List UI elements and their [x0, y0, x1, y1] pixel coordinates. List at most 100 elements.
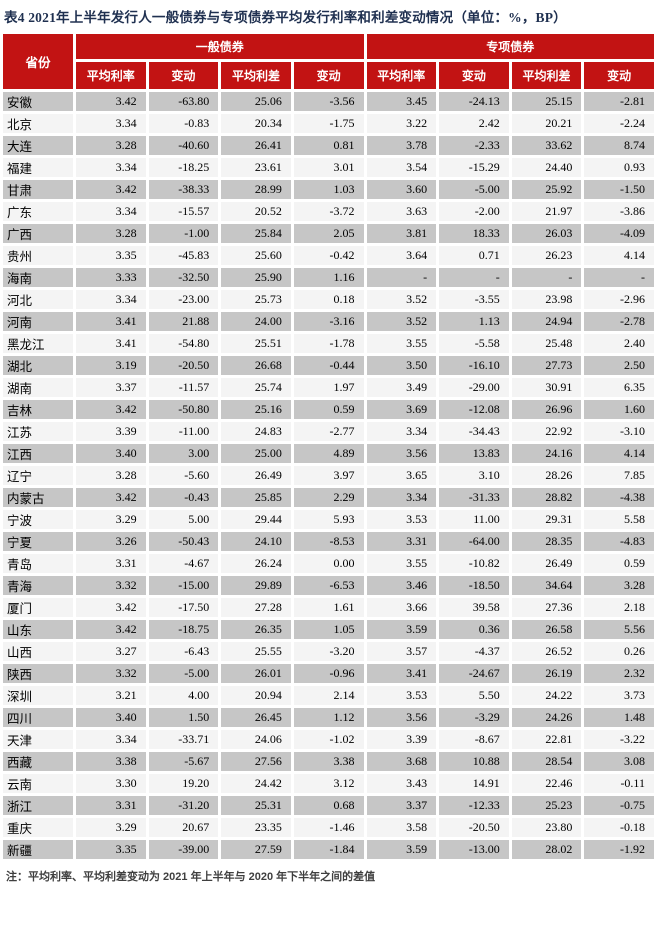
value-cell-general-spread-change: -0.96 — [290, 661, 367, 686]
value-cell-general-rate-change: -20.50 — [145, 353, 222, 378]
value-cell-general-spread-change: 3.97 — [290, 463, 367, 488]
value-cell-special-avg-spread: 24.22 — [508, 683, 585, 708]
value-cell-special-rate-change: -16.10 — [436, 353, 512, 378]
value-cell-special-rate-change: 39.58 — [436, 595, 512, 620]
table-row: 辽宁 3.28 -5.60 26.49 3.97 3.65 3.10 28.26… — [0, 463, 657, 488]
province-cell: 广西 — [0, 221, 76, 246]
value-cell-general-spread-change: 1.16 — [290, 265, 367, 290]
table-row: 山西 3.27 -6.43 25.55 -3.20 3.57 -4.37 26.… — [0, 639, 657, 664]
value-cell-general-spread-change: -3.16 — [290, 309, 367, 334]
value-cell-special-rate-change: -3.55 — [436, 287, 512, 312]
value-cell-general-spread-change: -8.53 — [290, 529, 367, 554]
table-body: 安徽 3.42 -63.80 25.06 -3.56 3.45 -24.13 2… — [0, 89, 657, 862]
value-cell-special-rate-change: 14.91 — [436, 771, 512, 796]
value-cell-general-spread-change: 5.93 — [290, 507, 367, 532]
value-cell-general-avg-spread: 26.49 — [218, 463, 294, 488]
value-cell-general-rate-change: -63.80 — [145, 89, 222, 114]
province-cell: 甘肃 — [0, 177, 76, 202]
value-cell-special-avg-rate: 3.53 — [363, 683, 440, 708]
value-cell-special-spread-change: 5.58 — [581, 507, 657, 532]
value-cell-general-avg-rate: 3.35 — [73, 243, 149, 268]
value-cell-general-spread-change: -2.77 — [290, 419, 367, 444]
value-cell-special-avg-rate: 3.53 — [363, 507, 440, 532]
value-cell-special-avg-rate: 3.81 — [363, 221, 440, 246]
value-cell-special-avg-spread: 26.52 — [508, 639, 585, 664]
value-cell-special-rate-change: -24.67 — [436, 661, 512, 686]
value-cell-special-spread-change: 2.32 — [581, 661, 657, 686]
province-cell: 厦门 — [0, 595, 76, 620]
value-cell-general-rate-change: 19.20 — [145, 771, 222, 796]
value-cell-special-avg-spread: 22.46 — [508, 771, 585, 796]
value-cell-special-rate-change: -2.33 — [436, 133, 512, 158]
value-cell-special-avg-rate: 3.43 — [363, 771, 440, 796]
value-cell-general-avg-rate: 3.34 — [73, 287, 149, 312]
value-cell-special-rate-change: -20.50 — [436, 815, 512, 840]
value-cell-special-avg-spread: 28.54 — [508, 749, 585, 774]
value-cell-general-rate-change: -11.57 — [145, 375, 222, 400]
value-cell-general-avg-rate: 3.37 — [73, 375, 149, 400]
header-sub-row: 平均利率 变动 平均利差 变动 平均利率 变动 平均利差 变动 — [2, 59, 657, 92]
value-cell-general-rate-change: -17.50 — [145, 595, 222, 620]
province-cell: 海南 — [0, 265, 76, 290]
subheader-general-rate-change: 变动 — [145, 59, 222, 92]
value-cell-general-avg-rate: 3.34 — [73, 199, 149, 224]
value-cell-special-avg-rate: 3.56 — [363, 441, 440, 466]
value-cell-special-rate-change: -4.37 — [436, 639, 512, 664]
value-cell-general-avg-spread: 26.68 — [218, 353, 294, 378]
value-cell-special-avg-spread: 26.03 — [508, 221, 585, 246]
value-cell-general-avg-spread: 25.55 — [218, 639, 294, 664]
value-cell-general-rate-change: -39.00 — [145, 837, 222, 862]
value-cell-general-avg-rate: 3.28 — [73, 133, 149, 158]
value-cell-general-rate-change: -18.25 — [145, 155, 222, 180]
value-cell-special-avg-spread: 28.02 — [508, 837, 585, 862]
value-cell-general-avg-spread: 26.45 — [218, 705, 294, 730]
province-cell: 贵州 — [0, 243, 76, 268]
value-cell-general-spread-change: -1.46 — [290, 815, 367, 840]
value-cell-special-rate-change: -29.00 — [436, 375, 512, 400]
value-cell-special-avg-rate: 3.58 — [363, 815, 440, 840]
value-cell-general-rate-change: -4.67 — [145, 551, 222, 576]
table-row: 浙江 3.31 -31.20 25.31 0.68 3.37 -12.33 25… — [0, 793, 657, 818]
province-cell: 辽宁 — [0, 463, 76, 488]
value-cell-general-rate-change: 4.00 — [145, 683, 222, 708]
value-cell-special-avg-rate: 3.66 — [363, 595, 440, 620]
province-cell: 西藏 — [0, 749, 76, 774]
table-row: 江苏 3.39 -11.00 24.83 -2.77 3.34 -34.43 2… — [0, 419, 657, 444]
value-cell-general-spread-change: 3.12 — [290, 771, 367, 796]
value-cell-general-avg-spread: 27.56 — [218, 749, 294, 774]
value-cell-special-avg-spread: 28.35 — [508, 529, 585, 554]
value-cell-general-avg-rate: 3.28 — [73, 463, 149, 488]
value-cell-general-avg-rate: 3.41 — [73, 331, 149, 356]
value-cell-special-avg-rate: 3.34 — [363, 485, 440, 510]
header-group-row: 省份 一般债券 专项债券 — [0, 31, 657, 92]
value-cell-general-avg-spread: 25.00 — [218, 441, 294, 466]
table-title: 表4 2021年上半年发行人一般债券与专项债券平均发行利率和利差变动情况（单位：… — [4, 10, 567, 25]
value-cell-special-rate-change: 18.33 — [436, 221, 512, 246]
value-cell-general-avg-rate: 3.29 — [73, 815, 149, 840]
value-cell-general-avg-spread: 27.28 — [218, 595, 294, 620]
value-cell-general-avg-spread: 24.06 — [218, 727, 294, 752]
value-cell-general-avg-spread: 25.74 — [218, 375, 294, 400]
value-cell-general-spread-change: 2.14 — [290, 683, 367, 708]
value-cell-general-avg-rate: 3.40 — [73, 705, 149, 730]
value-cell-special-spread-change: -3.10 — [581, 419, 657, 444]
value-cell-special-avg-spread: 24.26 — [508, 705, 585, 730]
table-row: 河北 3.34 -23.00 25.73 0.18 3.52 -3.55 23.… — [0, 287, 657, 312]
table-row: 新疆 3.35 -39.00 27.59 -1.84 3.59 -13.00 2… — [0, 837, 657, 862]
value-cell-special-avg-spread: 33.62 — [508, 133, 585, 158]
province-cell: 江苏 — [0, 419, 76, 444]
value-cell-general-avg-spread: 27.59 — [218, 837, 294, 862]
value-cell-special-avg-rate: 3.45 — [363, 89, 440, 114]
value-cell-general-spread-change: 3.01 — [290, 155, 367, 180]
value-cell-general-avg-rate: 3.28 — [73, 221, 149, 246]
value-cell-general-avg-rate: 3.32 — [73, 661, 149, 686]
value-cell-general-avg-spread: 24.42 — [218, 771, 294, 796]
value-cell-general-avg-rate: 3.34 — [73, 727, 149, 752]
value-cell-special-avg-spread: 25.92 — [508, 177, 585, 202]
document-page: 表4 2021年上半年发行人一般债券与专项债券平均发行利率和利差变动情况（单位：… — [0, 10, 657, 883]
value-cell-special-avg-spread: 26.58 — [508, 617, 585, 642]
value-cell-special-avg-spread: 26.19 — [508, 661, 585, 686]
value-cell-special-spread-change: -3.86 — [581, 199, 657, 224]
value-cell-general-avg-rate: 3.42 — [73, 177, 149, 202]
value-cell-general-rate-change: -32.50 — [145, 265, 222, 290]
